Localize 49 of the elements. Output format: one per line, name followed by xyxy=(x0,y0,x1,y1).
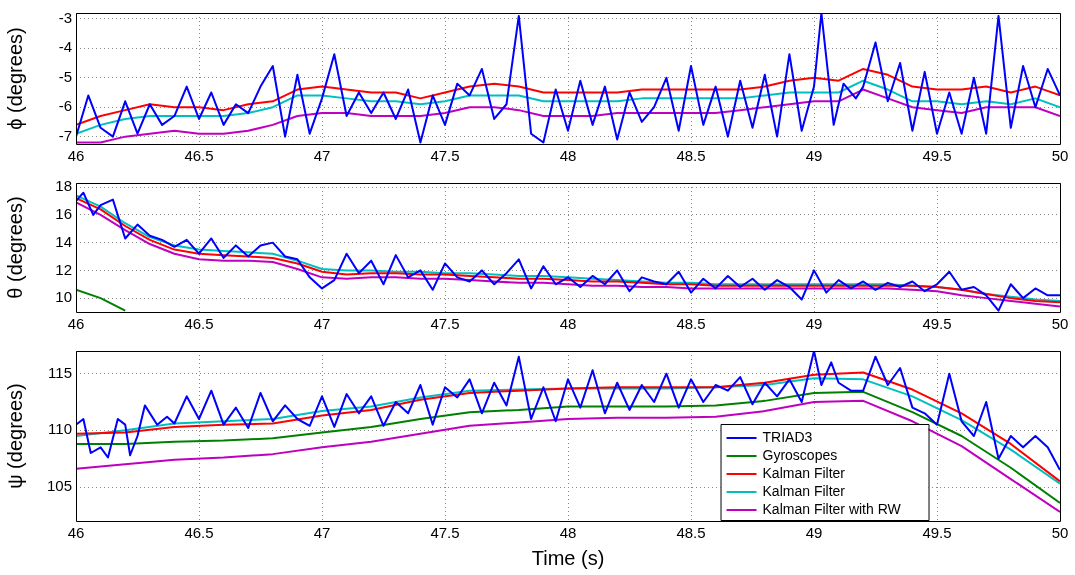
legend-label: Kalman Filter with RW xyxy=(762,500,902,517)
x-tick-label: 47 xyxy=(313,524,331,542)
x-tick-label: 47.5 xyxy=(430,315,460,333)
x-tick-label: 46 xyxy=(67,315,85,333)
x-tick-label: 46.5 xyxy=(184,147,214,165)
x-tick-label: 47.5 xyxy=(430,524,460,542)
x-tick-label: 48.5 xyxy=(676,315,706,333)
x-tick-label: 48 xyxy=(559,147,577,165)
x-tick-label: 48.5 xyxy=(676,524,706,542)
x-tick-label: 49.5 xyxy=(922,315,952,333)
y-tick-label: 18 xyxy=(55,177,72,195)
y-tick-label: -5 xyxy=(58,67,72,85)
legend-label: Gyroscopes xyxy=(762,446,838,463)
y-tick-label: -4 xyxy=(58,38,72,56)
x-tick-label: 46.5 xyxy=(184,315,214,333)
x-tick-label: 47.5 xyxy=(430,147,460,165)
x-tick-label: 46.5 xyxy=(184,524,214,542)
x-tick-label: 49 xyxy=(805,524,823,542)
y-tick-label: 16 xyxy=(55,205,72,223)
y-axis-title: ϕ (degrees) xyxy=(3,27,26,130)
x-tick-label: 47 xyxy=(313,147,331,165)
y-tick-label: 115 xyxy=(48,363,72,381)
x-tick-label: 49 xyxy=(805,147,823,165)
x-tick-label: 50 xyxy=(1051,524,1069,542)
y-tick-label: 12 xyxy=(55,260,72,278)
x-tick-label: 48 xyxy=(559,315,577,333)
legend-label: Kalman Filter xyxy=(762,464,846,481)
x-tick-label: 50 xyxy=(1051,147,1069,165)
x-tick-label: 48 xyxy=(559,524,577,542)
y-tick-label: 10 xyxy=(55,288,72,306)
x-tick-label: 46 xyxy=(67,147,85,165)
y-tick-label: -6 xyxy=(58,97,72,115)
y-tick-label: -3 xyxy=(58,9,72,27)
x-tick-label: 48.5 xyxy=(676,147,706,165)
x-tick-label: 47 xyxy=(313,315,331,333)
x-tick-label: 49.5 xyxy=(922,524,952,542)
x-tick-label: 49.5 xyxy=(922,147,952,165)
y-tick-label: -7 xyxy=(58,126,72,144)
legend-label: Kalman Filter xyxy=(762,482,846,499)
x-tick-label: 50 xyxy=(1051,315,1069,333)
y-tick-label: 110 xyxy=(48,420,72,438)
y-tick-label: 105 xyxy=(46,477,72,495)
x-tick-label: 46 xyxy=(67,524,85,542)
y-axis-title: ψ (degrees) xyxy=(3,383,26,489)
y-tick-label: 14 xyxy=(55,232,72,250)
legend-label: TRIAD3 xyxy=(762,428,813,445)
x-tick-label: 49 xyxy=(805,315,823,333)
y-axis-title: θ (degrees) xyxy=(3,196,26,299)
x-axis-title: Time (s) xyxy=(531,546,605,569)
